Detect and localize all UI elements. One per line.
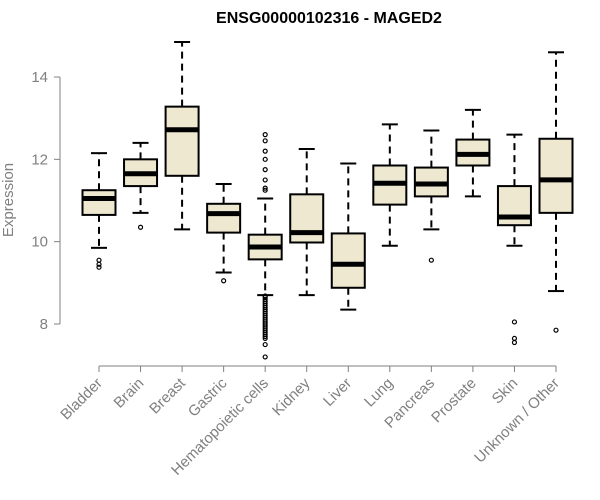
outlier-point — [262, 354, 268, 360]
box — [164, 105, 200, 177]
outlier-point — [262, 132, 268, 138]
x-tick-label: Lung — [361, 375, 397, 411]
box — [289, 193, 325, 244]
box-group — [455, 108, 491, 198]
x-tick-label: Breast — [146, 374, 189, 417]
outlier-point — [137, 224, 144, 230]
box-group — [247, 132, 283, 360]
outlier-point — [262, 156, 268, 162]
outlier-point — [262, 341, 268, 348]
box — [538, 137, 574, 214]
box-group — [413, 129, 449, 263]
x-tick-label: Liver — [320, 375, 355, 410]
outlier-point — [262, 187, 268, 193]
outlier-point — [428, 257, 434, 263]
x-tick-label: Skin — [489, 375, 522, 408]
outlier-point — [262, 333, 268, 339]
outlier-point — [262, 335, 268, 342]
box-group — [164, 41, 200, 231]
outlier-point — [511, 339, 518, 346]
outlier-point — [262, 185, 268, 191]
outlier-point — [262, 138, 268, 144]
x-tick-label: Brain — [111, 375, 148, 412]
outlier-point — [553, 327, 559, 333]
y-tick-label: 8 — [40, 316, 48, 333]
x-tick-label: Kidney — [269, 374, 314, 419]
box-group — [372, 123, 408, 247]
box-group — [330, 162, 366, 311]
plot-area — [81, 41, 574, 360]
outlier-point — [262, 148, 268, 154]
box-group — [289, 148, 325, 297]
box-group — [206, 183, 242, 284]
outlier-point — [262, 167, 268, 173]
outlier-point — [262, 177, 268, 183]
box — [206, 202, 242, 234]
outlier-point — [511, 319, 518, 325]
outlier-point — [511, 335, 518, 342]
outlier-point — [96, 264, 102, 270]
x-tick-label: Bladder — [57, 375, 106, 424]
outlier-point — [96, 257, 102, 263]
y-axis: 8 10 12 14 — [31, 69, 61, 333]
y-tick-label: 10 — [31, 234, 48, 251]
chart-title: ENSG00000102316 - MAGED2 — [216, 10, 442, 27]
y-tick-label: 14 — [31, 69, 48, 86]
y-axis-label: Expression — [0, 163, 17, 237]
box — [81, 189, 117, 216]
x-tick-label: Prostate — [428, 375, 480, 427]
box-group — [538, 51, 574, 333]
outlier-point — [221, 278, 227, 284]
box — [330, 232, 366, 289]
y-tick-label: 12 — [31, 151, 48, 168]
box-group — [81, 152, 117, 270]
outlier-point — [96, 261, 102, 267]
box-group — [496, 133, 532, 346]
box-group — [123, 141, 159, 230]
